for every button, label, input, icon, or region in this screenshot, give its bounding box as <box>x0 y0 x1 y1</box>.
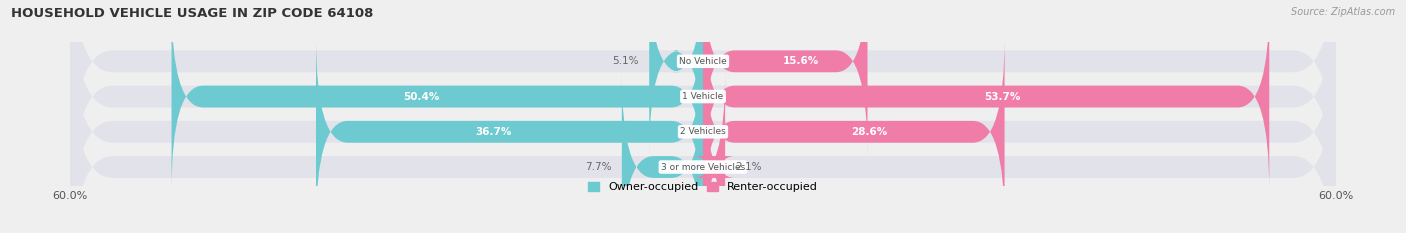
FancyBboxPatch shape <box>621 72 703 233</box>
Text: 15.6%: 15.6% <box>783 56 820 66</box>
Text: 7.7%: 7.7% <box>585 162 612 172</box>
Text: 50.4%: 50.4% <box>404 92 440 102</box>
Text: 2 Vehicles: 2 Vehicles <box>681 127 725 136</box>
FancyBboxPatch shape <box>703 37 1004 226</box>
Text: Source: ZipAtlas.com: Source: ZipAtlas.com <box>1291 7 1395 17</box>
FancyBboxPatch shape <box>703 0 868 156</box>
FancyBboxPatch shape <box>70 37 1336 233</box>
Text: 28.6%: 28.6% <box>852 127 887 137</box>
Legend: Owner-occupied, Renter-occupied: Owner-occupied, Renter-occupied <box>588 182 818 192</box>
Text: 36.7%: 36.7% <box>475 127 512 137</box>
FancyBboxPatch shape <box>172 2 703 191</box>
Text: 2.1%: 2.1% <box>735 162 762 172</box>
Text: 1 Vehicle: 1 Vehicle <box>682 92 724 101</box>
FancyBboxPatch shape <box>316 37 703 226</box>
Text: 3 or more Vehicles: 3 or more Vehicles <box>661 163 745 171</box>
Text: No Vehicle: No Vehicle <box>679 57 727 66</box>
FancyBboxPatch shape <box>703 2 1270 191</box>
Text: HOUSEHOLD VEHICLE USAGE IN ZIP CODE 64108: HOUSEHOLD VEHICLE USAGE IN ZIP CODE 6410… <box>11 7 374 20</box>
Text: 5.1%: 5.1% <box>612 56 638 66</box>
FancyBboxPatch shape <box>70 2 1336 233</box>
FancyBboxPatch shape <box>693 72 734 233</box>
Text: 53.7%: 53.7% <box>984 92 1021 102</box>
FancyBboxPatch shape <box>70 0 1336 226</box>
FancyBboxPatch shape <box>70 0 1336 191</box>
FancyBboxPatch shape <box>650 0 703 156</box>
